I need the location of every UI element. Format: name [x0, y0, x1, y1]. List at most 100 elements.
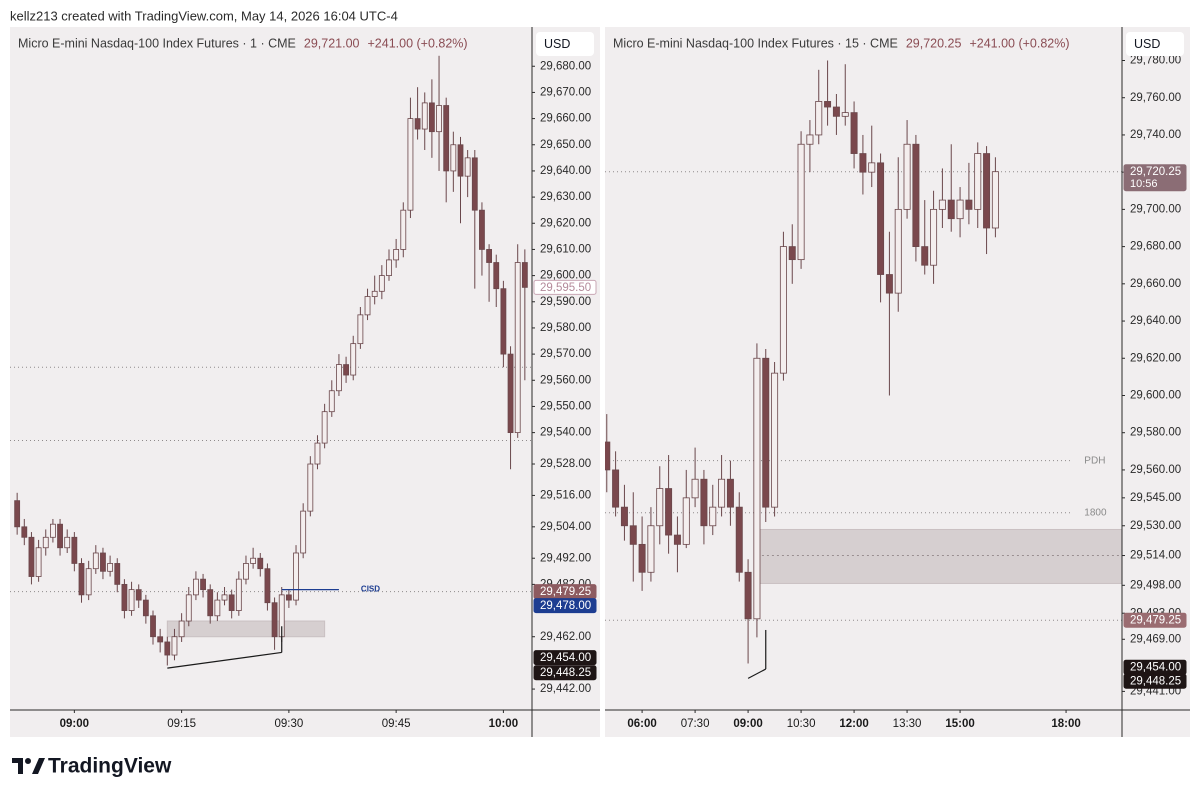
y-tick-label: 29,560.00: [1130, 464, 1181, 476]
candle-body: [178, 620, 185, 638]
candle-body: [285, 594, 292, 601]
candle-body: [612, 469, 620, 508]
y-tick-label: 29,700.00: [1130, 203, 1181, 215]
candle-body: [414, 118, 421, 130]
candle-body: [293, 552, 299, 601]
y-tick-label: 29,600.00: [540, 270, 591, 282]
candle-body: [185, 594, 192, 622]
candle-body: [806, 134, 814, 145]
candle-body: [656, 488, 664, 527]
price-tag-label: 29,448.25: [540, 667, 591, 679]
candle-body: [28, 536, 35, 577]
chart-legend: Micro E-mini Nasdaq-100 Index Futures · …: [613, 37, 1070, 51]
chart-title: Micro E-mini Nasdaq-100 Index Futures · …: [613, 37, 898, 51]
annotation-label: CISD: [361, 585, 380, 594]
candle-body: [974, 153, 982, 210]
candle-body: [443, 105, 450, 172]
candle-body: [257, 557, 264, 570]
candle-body: [514, 262, 521, 434]
candle-body: [850, 112, 858, 154]
currency-label: USD: [544, 37, 570, 51]
candle-body: [336, 364, 342, 392]
candle-body: [912, 143, 920, 248]
candle-body: [771, 372, 779, 508]
x-tick-label: 09:15: [167, 718, 196, 730]
y-tick-label: 29,504.00: [540, 521, 591, 533]
candle-body: [673, 534, 681, 545]
candle-body: [328, 390, 335, 413]
price-tag: [533, 665, 597, 681]
candle-body: [868, 162, 876, 173]
last-price: 29,721.00: [304, 37, 360, 51]
candle-body: [307, 463, 314, 512]
currency-box: [536, 32, 594, 56]
candle-body: [386, 259, 392, 277]
price-tag-label: 29,448.25: [1130, 676, 1181, 688]
candle-body: [665, 488, 673, 536]
candle-body: [700, 478, 708, 527]
candle-body: [228, 594, 235, 611]
candle-body: [629, 525, 637, 545]
price-tag-label: 29,454.00: [540, 652, 591, 664]
candle-body: [50, 523, 56, 538]
y-tick-label: 29,760.00: [1130, 92, 1181, 104]
candle-body: [718, 478, 726, 508]
candle-body: [779, 246, 787, 374]
candle-body: [921, 246, 929, 266]
zone: [166, 620, 326, 638]
candle-body: [207, 589, 214, 617]
price-tag-label: 29,479.25: [1130, 615, 1181, 627]
y-tick-label: 29,670.00: [540, 86, 591, 98]
y-tick-label: 29,516.00: [540, 489, 591, 501]
candle-body: [71, 536, 78, 564]
candle-body: [605, 441, 611, 471]
candle-body: [300, 510, 307, 554]
candle-body: [135, 589, 142, 601]
y-tick-label: 29,780.00: [1130, 55, 1181, 67]
chart-panel: PDH 1800 29,780.00 29,760.00 29,740.00 29,720…: [605, 27, 1190, 737]
candle-body: [114, 563, 121, 585]
candle-body: [479, 209, 485, 250]
candle-body: [428, 102, 435, 133]
price-change: +241.00 (+0.82%): [969, 37, 1069, 51]
candle-body: [57, 523, 63, 549]
price-tag-label: 29,595.50: [540, 282, 591, 294]
y-tick-label: 29,680.00: [1130, 241, 1181, 253]
candle-body: [243, 563, 249, 580]
candle-body: [877, 162, 885, 275]
candle-body: [150, 615, 156, 638]
candle-body: [486, 249, 492, 263]
y-tick-label: 29,545.00: [1130, 492, 1181, 504]
price-tag: [1123, 612, 1187, 628]
candle-body: [85, 568, 92, 596]
y-tick-label: 29,530.00: [1130, 520, 1181, 532]
credit: kellz213 created with TradingView.com, M…: [10, 8, 398, 23]
candle-body: [407, 118, 414, 211]
candle-body: [171, 636, 178, 656]
y-tick-label: 29,620.00: [1130, 352, 1181, 364]
y-tick-label: 29,514.00: [1130, 550, 1181, 562]
candle-body: [200, 578, 206, 591]
candle-body: [471, 157, 478, 211]
y-tick-label: 29,740.00: [1130, 129, 1181, 141]
candle-body: [815, 101, 823, 136]
x-tick-label: 06:00: [627, 718, 656, 730]
price-tag-label: 29,478.00: [540, 600, 591, 612]
candle-body: [321, 411, 328, 444]
y-tick-label: 29,610.00: [540, 243, 591, 255]
candle-body: [42, 536, 49, 549]
candle-body: [956, 199, 964, 220]
logo-slash: [32, 758, 45, 774]
candle-body: [744, 571, 752, 620]
trend-line: [747, 668, 767, 679]
candle-body: [797, 143, 805, 261]
candle-body: [235, 578, 242, 611]
panel-background: [605, 27, 1190, 737]
candle-body: [762, 357, 770, 508]
x-tick-label: 12:00: [839, 718, 868, 730]
y-tick-label: 29,680.00: [540, 60, 591, 72]
candle-body: [991, 171, 999, 229]
y-tick-label: 29,630.00: [540, 191, 591, 203]
candle-body: [521, 262, 528, 288]
